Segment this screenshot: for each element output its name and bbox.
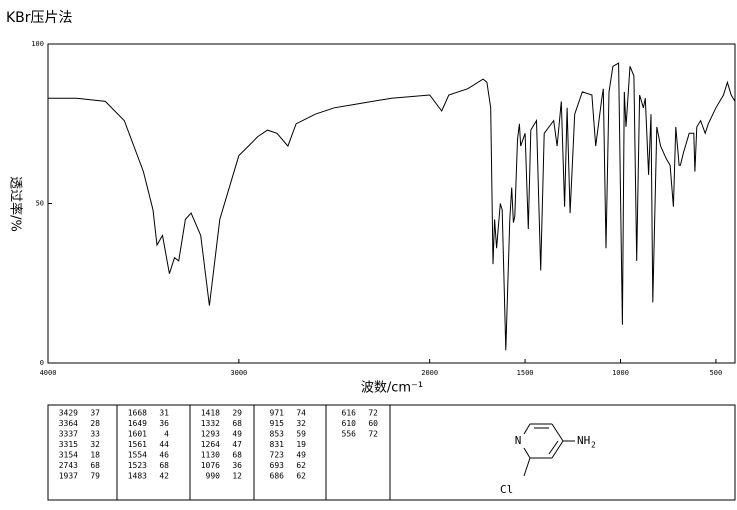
peak-wavenumber: 1264 <box>201 440 220 449</box>
peak-transmittance: 44 <box>159 440 169 449</box>
atom-label: Cl <box>500 483 513 496</box>
spectrum-line <box>48 62 736 351</box>
peak-transmittance: 74 <box>296 409 306 418</box>
peak-transmittance: 4 <box>164 430 169 439</box>
peak-wavenumber: 1483 <box>128 472 147 481</box>
peak-wavenumber: 1130 <box>201 451 220 460</box>
peak-wavenumber: 971 <box>270 409 285 418</box>
peak-transmittance: 18 <box>90 451 100 460</box>
peak-transmittance: 36 <box>232 461 242 470</box>
peak-transmittance: 19 <box>296 440 306 449</box>
peak-wavenumber: 853 <box>270 430 285 439</box>
peak-wavenumber: 610 <box>342 419 357 428</box>
peak-wavenumber: 3364 <box>59 419 78 428</box>
y-tick-label: 50 <box>36 200 44 208</box>
structure-bonds <box>523 423 575 477</box>
peak-wavenumber: 556 <box>342 430 357 439</box>
peak-transmittance: 46 <box>159 451 169 460</box>
x-tick-label: 4000 <box>40 369 57 377</box>
y-tick-label: 100 <box>31 40 44 48</box>
peak-transmittance: 68 <box>159 461 169 470</box>
peak-wavenumber: 686 <box>270 472 285 481</box>
peak-transmittance: 12 <box>232 472 242 481</box>
peak-transmittance: 29 <box>232 409 242 418</box>
peak-transmittance: 31 <box>159 409 169 418</box>
peak-wavenumber: 1601 <box>128 430 147 439</box>
peak-transmittance: 62 <box>296 461 306 470</box>
chart-title: KBr压片法 <box>6 10 73 26</box>
x-tick-label: 1500 <box>517 369 534 377</box>
peak-wavenumber: 1937 <box>59 472 78 481</box>
peak-wavenumber: 990 <box>206 472 221 481</box>
x-tick-label: 500 <box>710 369 723 377</box>
peak-wavenumber: 3429 <box>59 409 78 418</box>
y-tick-label: 0 <box>40 359 44 367</box>
peak-wavenumber: 1293 <box>201 430 220 439</box>
peak-transmittance: 49 <box>232 430 242 439</box>
peak-transmittance: 49 <box>296 451 306 460</box>
peak-transmittance: 72 <box>368 409 378 418</box>
atom-subscript: 2 <box>591 441 596 450</box>
peak-wavenumber: 3154 <box>59 451 78 460</box>
peak-wavenumber: 915 <box>270 419 285 428</box>
peak-wavenumber: 1561 <box>128 440 147 449</box>
peak-wavenumber: 1554 <box>128 451 147 460</box>
peak-transmittance: 62 <box>296 472 306 481</box>
peak-wavenumber: 1649 <box>128 419 147 428</box>
peak-transmittance: 42 <box>159 472 169 481</box>
peak-transmittance: 72 <box>368 430 378 439</box>
peak-wavenumber: 831 <box>270 440 285 449</box>
peak-transmittance: 60 <box>368 419 378 428</box>
peak-transmittance: 79 <box>90 472 100 481</box>
peak-wavenumber: 693 <box>270 461 285 470</box>
peak-transmittance: 32 <box>296 419 306 428</box>
peak-wavenumber: 3315 <box>59 440 78 449</box>
peak-transmittance: 47 <box>232 440 242 449</box>
peak-wavenumber: 1076 <box>201 461 220 470</box>
peak-transmittance: 28 <box>90 419 100 428</box>
peak-transmittance: 37 <box>90 409 100 418</box>
x-axis-label: 波数/cm⁻¹ <box>361 381 423 396</box>
peak-wavenumber: 1668 <box>128 409 147 418</box>
peak-transmittance: 32 <box>90 440 100 449</box>
peak-transmittance: 36 <box>159 419 169 428</box>
peak-wavenumber: 2743 <box>59 461 78 470</box>
peak-transmittance: 68 <box>232 419 242 428</box>
peak-table-frame <box>47 404 736 501</box>
atom-label: NH <box>577 434 590 447</box>
peak-wavenumber: 723 <box>270 451 285 460</box>
peak-transmittance: 33 <box>90 430 100 439</box>
peak-transmittance: 59 <box>296 430 306 439</box>
x-tick-label: 2000 <box>421 369 438 377</box>
peak-transmittance: 68 <box>90 461 100 470</box>
peak-wavenumber: 3337 <box>59 430 78 439</box>
atom-label: N <box>515 434 522 447</box>
x-tick-label: 3000 <box>230 369 247 377</box>
peak-transmittance: 68 <box>232 451 242 460</box>
peak-wavenumber: 1418 <box>201 409 220 418</box>
x-tick-label: 1000 <box>612 369 629 377</box>
peak-wavenumber: 616 <box>342 409 357 418</box>
y-axis-label: 透过率/% <box>8 176 24 232</box>
peak-wavenumber: 1523 <box>128 461 147 470</box>
peak-wavenumber: 1332 <box>201 419 220 428</box>
